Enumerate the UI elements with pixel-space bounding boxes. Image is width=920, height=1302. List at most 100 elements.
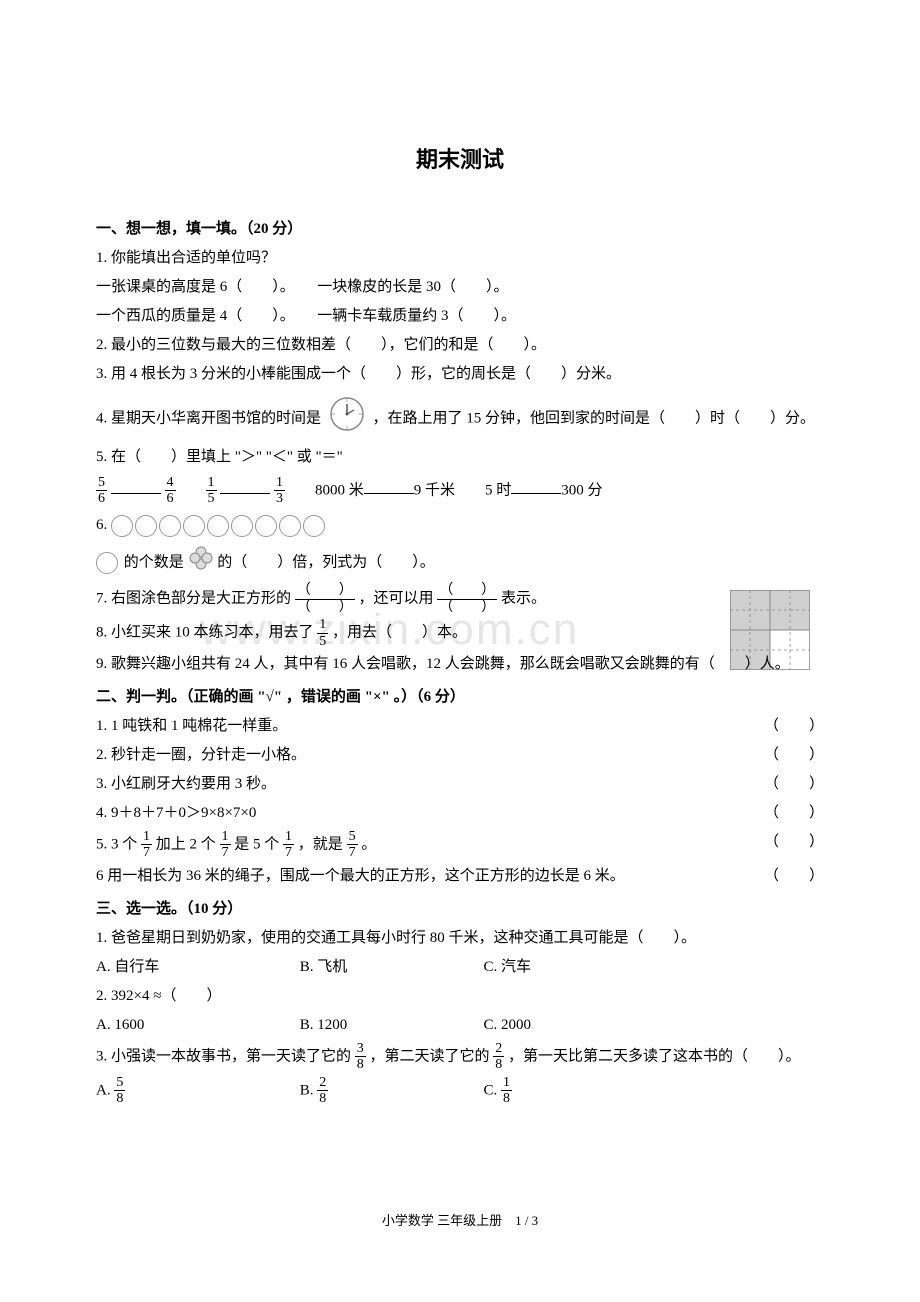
frac-1-8: 18 (501, 1075, 512, 1107)
frac-3-8: 38 (355, 1041, 366, 1073)
q2: 2. 最小的三位数与最大的三位数相差（ ），它们的和是（ ）。 (96, 332, 824, 359)
q3: 3. 用 4 根长为 3 分米的小棒能围成一个（ ）形，它的周长是（ ）分米。 (96, 361, 824, 388)
frac-1-7: 17 (141, 829, 152, 861)
s2-q6-text: 6 用一相长为 36 米的绳子，围成一个最大的正方形，这个正方形的边长是 6 米… (96, 868, 625, 884)
q1-l1b: 一块橡皮的长是 30（ ）。 (317, 279, 508, 295)
frac-1-3: 13 (274, 475, 285, 507)
q6-label: 6. (96, 517, 107, 533)
q7-mid: ，还可以用 (359, 591, 434, 607)
opt-a: A. 58 (96, 1075, 296, 1107)
blank (111, 479, 161, 494)
circle-icon (207, 515, 229, 537)
s2-q2-text: 2. 秒针走一圈，分针走一小格。 (96, 747, 306, 763)
q9: 9. 歌舞兴趣小组共有 24 人，其中有 16 人会唱歌，12 人会跳舞，那么既… (96, 651, 824, 678)
paren: （ ） (764, 742, 824, 769)
q6-body: 的个数是 的（ ）倍，列式为（ ）。 (96, 545, 824, 581)
paren: （ ） (764, 800, 824, 827)
circle-icon (279, 515, 301, 537)
q5-c: 8000 米 (315, 482, 364, 498)
s3-q1-opts: A. 自行车 B. 飞机 C. 汽车 (96, 954, 824, 981)
s3-q3-opts: A. 58 B. 28 C. 18 (96, 1075, 824, 1107)
q5-row: 56 46 15 13 8000 米9 千米 5 时300 分 (96, 475, 824, 507)
opt-b: B. 1200 (300, 1012, 480, 1039)
q7-a: 7. 右图涂色部分是大正方形的 (96, 591, 291, 607)
q4: 4. 星期天小华离开图书馆的时间是 ，在路上用了 15 分钟，他回到家的时间是（… (96, 396, 824, 442)
paren: （ ） (764, 863, 824, 890)
frac-2-8: 28 (317, 1075, 328, 1107)
circle-icon (96, 552, 118, 574)
paren: （ ） (764, 829, 824, 856)
frac-1-5: 15 (317, 617, 328, 649)
q1-l1a: 一张课桌的高度是 6（ ）。 (96, 279, 295, 295)
q1-stem: 1. 你能填出合适的单位吗？ (96, 245, 824, 272)
frac-5-6: 56 (96, 475, 107, 507)
opt-b: B. 飞机 (300, 954, 480, 981)
opt-a: A. 1600 (96, 1012, 296, 1039)
q7: 7. 右图涂色部分是大正方形的 （ ）（ ） ，还可以用 （ ）（ ） 表示。 (96, 583, 824, 615)
frac-4-6: 46 (165, 475, 176, 507)
circle-icon (303, 515, 325, 537)
s2-q5-b: 加上 2 个 (156, 836, 216, 852)
q8: 8. 小红买来 10 本练习本，用去了 15 ，用去（ ）本。 (96, 617, 824, 649)
s3-q1: 1. 爸爸星期日到奶奶家，使用的交通工具每小时行 80 千米，这种交通工具可能是… (96, 925, 824, 952)
circle-icon (111, 515, 133, 537)
q7-b: 表示。 (501, 591, 546, 607)
s3-q3-c: ，第一天比第二天多读了这本书的（ ）。 (508, 1048, 801, 1064)
s2-q3: 3. 小红刷牙大约要用 3 秒。 （ ） (96, 771, 824, 798)
frac-blank: （ ）（ ） (437, 583, 497, 615)
q4-b: ，在路上用了 15 分钟，他回到家的时间是（ ）时（ ）分。 (373, 410, 816, 426)
section3-header: 三、选一选。（10 分） (96, 896, 824, 923)
page-content: 期末测试 一、想一想，填一填。（20 分） 1. 你能填出合适的单位吗？ 一张课… (96, 140, 824, 1106)
s3-q3-a: 3. 小强读一本故事书，第一天读了它的 (96, 1048, 351, 1064)
frac-5-8: 58 (114, 1075, 125, 1107)
q6: 6. (96, 512, 824, 539)
s3-q3-b: ，第二天读了它的 (370, 1048, 490, 1064)
s2-q5-e: 。 (361, 836, 376, 852)
s2-q5-c: 是 5 个 (234, 836, 279, 852)
blank (511, 479, 561, 494)
page-footer: 小学数学 三年级上册 1 / 3 (0, 1209, 920, 1232)
circle-icon (255, 515, 277, 537)
frac-5-7: 57 (347, 829, 358, 861)
opt-a: A. 自行车 (96, 954, 296, 981)
s2-q4: 4. 9＋8＋7＋0＞9×8×7×0 （ ） (96, 800, 824, 827)
frac-1-7: 17 (220, 829, 231, 861)
s3-q2: 2. 392×4 ≈（ ） (96, 983, 824, 1010)
frac-1-5: 15 (206, 475, 217, 507)
s2-q5-a: 5. 3 个 (96, 836, 137, 852)
section1-header: 一、想一想，填一填。（20 分） (96, 216, 824, 243)
s2-q3-text: 3. 小红刷牙大约要用 3 秒。 (96, 776, 276, 792)
q8-b: ，用去（ ）本。 (332, 624, 467, 640)
q1-line2: 一个西瓜的质量是 4（ ）。 一辆卡车载质量约 3（ ）。 (96, 303, 824, 330)
s2-q1: 1. 1 吨铁和 1 吨棉花一样重。（ ） (96, 713, 824, 740)
q5-stem: 5. 在（ ）里填上 "＞" "＜" 或 "＝" (96, 444, 824, 471)
frac-1-7: 17 (283, 829, 294, 861)
opt-c: C. 2000 (484, 1012, 532, 1039)
frac-2-8: 28 (493, 1041, 504, 1073)
q1-line1: 一张课桌的高度是 6（ ）。 一块橡皮的长是 30（ ）。 (96, 274, 824, 301)
q6-a: 的个数是 (124, 555, 184, 571)
q8-a: 8. 小红买来 10 本练习本，用去了 (96, 624, 314, 640)
opt-c: C. 18 (484, 1075, 513, 1107)
circle-icon (183, 515, 205, 537)
opt-b: B. 28 (300, 1075, 480, 1107)
blank (220, 479, 270, 494)
q4-a: 4. 星期天小华离开图书馆的时间是 (96, 410, 321, 426)
q5-d2: 300 分 (561, 482, 602, 498)
q5-d: 5 时 (485, 482, 511, 498)
paren: （ ） (764, 771, 824, 798)
circle-icon (135, 515, 157, 537)
s2-q4-text: 4. 9＋8＋7＋0＞9×8×7×0 (96, 805, 256, 821)
s2-q5: 5. 3 个 17 加上 2 个 17 是 5 个 17 ，就是 57 。 （ … (96, 829, 824, 861)
circle-icon (159, 515, 181, 537)
clock-icon (329, 396, 365, 442)
q6-b: 的（ ）倍，列式为（ ）。 (217, 555, 435, 571)
frac-blank: （ ）（ ） (295, 583, 355, 615)
blank (364, 479, 414, 494)
opt-c: C. 汽车 (484, 954, 532, 981)
s2-q5-d: ，就是 (298, 836, 343, 852)
s2-q2: 2. 秒针走一圈，分针走一小格。 （ ） (96, 742, 824, 769)
section2-header: 二、判一判。（正确的画 "√" ，错误的画 "×" 。）（6 分） (96, 684, 824, 711)
q1-l2b: 一辆卡车载质量约 3（ ）。 (317, 308, 516, 324)
s3-q3: 3. 小强读一本故事书，第一天读了它的 38 ，第二天读了它的 28 ，第一天比… (96, 1041, 824, 1073)
